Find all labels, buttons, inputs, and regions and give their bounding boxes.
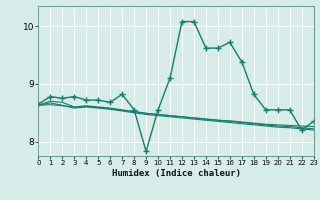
X-axis label: Humidex (Indice chaleur): Humidex (Indice chaleur) xyxy=(111,169,241,178)
